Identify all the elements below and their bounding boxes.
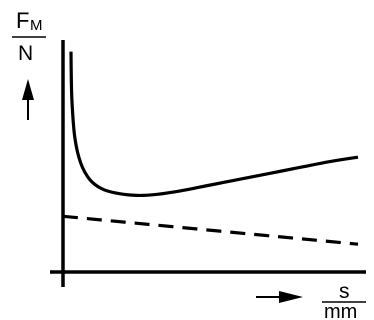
solid-series-line: [69, 51, 359, 198]
dashed-series-line: [62, 214, 359, 246]
y-axis-subscript: M: [30, 17, 43, 34]
up-arrow-icon: [22, 79, 34, 120]
y-axis-symbol: F: [16, 8, 29, 33]
series-layer: [62, 51, 359, 246]
x-axis-symbol: s: [339, 280, 350, 303]
y-axis-unit: N: [18, 42, 33, 65]
right-arrow-icon: [256, 291, 303, 303]
x-axis-unit: mm: [324, 301, 357, 320]
